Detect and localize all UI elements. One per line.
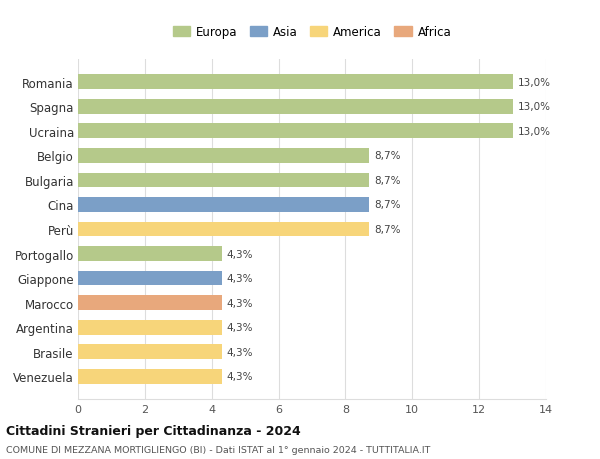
Bar [78, 246, 222, 261]
Text: 13,0%: 13,0% [518, 78, 551, 88]
Bar [78, 75, 512, 90]
Bar [78, 100, 512, 114]
Text: 13,0%: 13,0% [518, 102, 551, 112]
Bar [78, 345, 222, 359]
Legend: Europa, Asia, America, Africa: Europa, Asia, America, Africa [168, 22, 456, 44]
Bar [78, 124, 512, 139]
Text: 4,3%: 4,3% [227, 274, 253, 284]
Text: 8,7%: 8,7% [374, 200, 400, 210]
Text: 13,0%: 13,0% [518, 127, 551, 136]
Text: 4,3%: 4,3% [227, 298, 253, 308]
Text: 4,3%: 4,3% [227, 323, 253, 332]
Bar [78, 198, 369, 213]
Text: 8,7%: 8,7% [374, 175, 400, 185]
Bar [78, 222, 369, 237]
Bar [78, 271, 222, 286]
Text: 4,3%: 4,3% [227, 249, 253, 259]
Text: 4,3%: 4,3% [227, 371, 253, 381]
Bar [78, 320, 222, 335]
Text: 4,3%: 4,3% [227, 347, 253, 357]
Bar [78, 173, 369, 188]
Bar [78, 149, 369, 163]
Text: Cittadini Stranieri per Cittadinanza - 2024: Cittadini Stranieri per Cittadinanza - 2… [6, 425, 301, 437]
Text: COMUNE DI MEZZANA MORTIGLIENGO (BI) - Dati ISTAT al 1° gennaio 2024 - TUTTITALIA: COMUNE DI MEZZANA MORTIGLIENGO (BI) - Da… [6, 445, 430, 454]
Bar [78, 369, 222, 384]
Text: 8,7%: 8,7% [374, 224, 400, 235]
Text: 8,7%: 8,7% [374, 151, 400, 161]
Bar [78, 296, 222, 310]
